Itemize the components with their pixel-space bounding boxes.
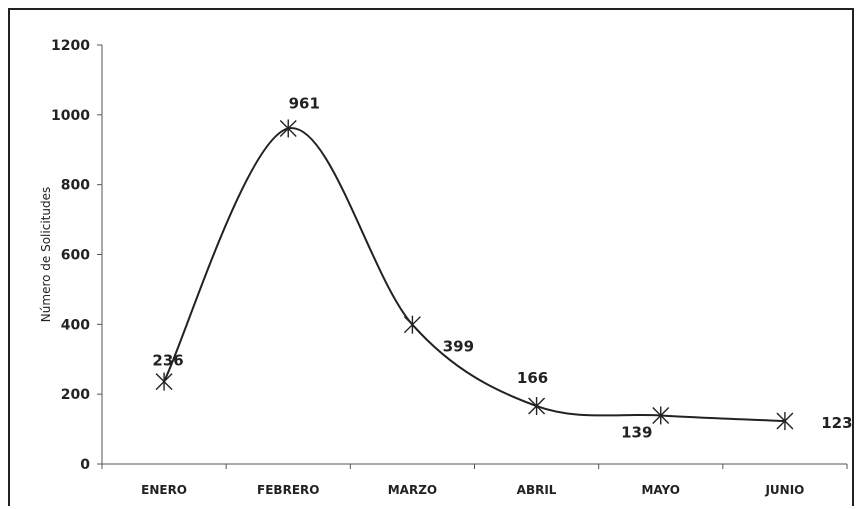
data-markers	[155, 119, 794, 431]
data-label: 166	[517, 369, 548, 387]
data-label: 236	[152, 352, 183, 370]
data-point-marker	[279, 119, 297, 138]
x-tick-label: FEBRERO	[257, 483, 319, 497]
y-tick-label: 1200	[51, 38, 90, 54]
chart-frame	[8, 8, 854, 506]
x-tick-label: ABRIL	[517, 483, 557, 497]
data-label: 961	[289, 94, 320, 112]
data-label: 399	[443, 338, 474, 356]
data-point-marker	[155, 372, 173, 391]
y-tick-label: 0	[80, 457, 90, 473]
y-tick-label: 400	[61, 317, 90, 333]
y-tick-label: 200	[61, 387, 90, 403]
data-point-marker	[776, 412, 794, 431]
x-tick-label: JUNIO	[764, 483, 804, 497]
x-tick-label: ENERO	[141, 483, 187, 497]
data-point-marker	[403, 315, 421, 334]
series-line	[163, 127, 785, 423]
x-tick-label: MARZO	[388, 483, 437, 497]
y-tick-label: 600	[61, 248, 90, 264]
data-point-marker	[652, 406, 670, 425]
data-point-marker	[528, 397, 546, 416]
y-tick-label: 800	[61, 178, 90, 194]
data-labels: 236 961 399 166 139 123	[152, 94, 852, 441]
data-label: 139	[621, 423, 652, 441]
data-label: 123	[821, 414, 852, 432]
y-tick-label: 1000	[51, 108, 90, 124]
y-axis-label: Número de Solicitudes	[39, 187, 53, 322]
x-tick-labels: ENERO FEBRERO MARZO ABRIL MAYO JUNIO	[101, 464, 848, 497]
y-tick-labels: 0 200 400 600 800 1000 1200	[51, 38, 102, 473]
x-tick-label: MAYO	[641, 483, 680, 497]
